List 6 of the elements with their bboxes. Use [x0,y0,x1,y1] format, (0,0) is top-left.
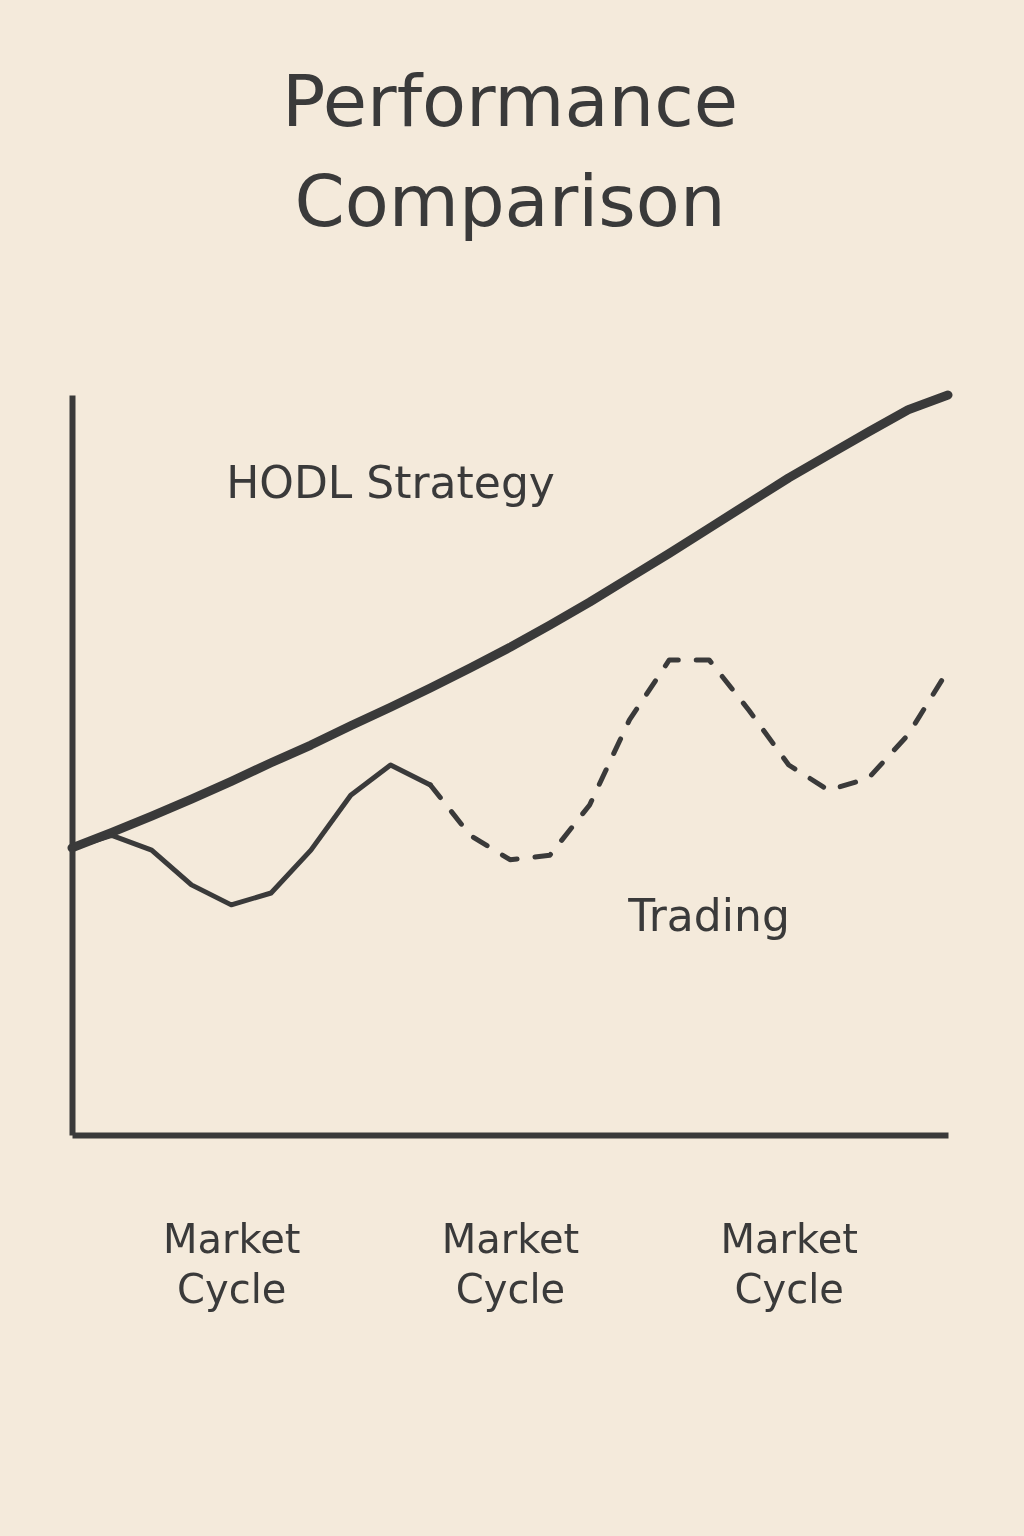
x-tick-label: Market Cycle [441,1215,580,1312]
text: HODL Strategy [226,457,555,509]
x-tick-label: Market Cycle [163,1215,301,1312]
chart-title: Performance Comparison [281,58,739,243]
series-label: Trading [627,889,790,941]
x-tick-label: Market Cycle [720,1215,858,1312]
